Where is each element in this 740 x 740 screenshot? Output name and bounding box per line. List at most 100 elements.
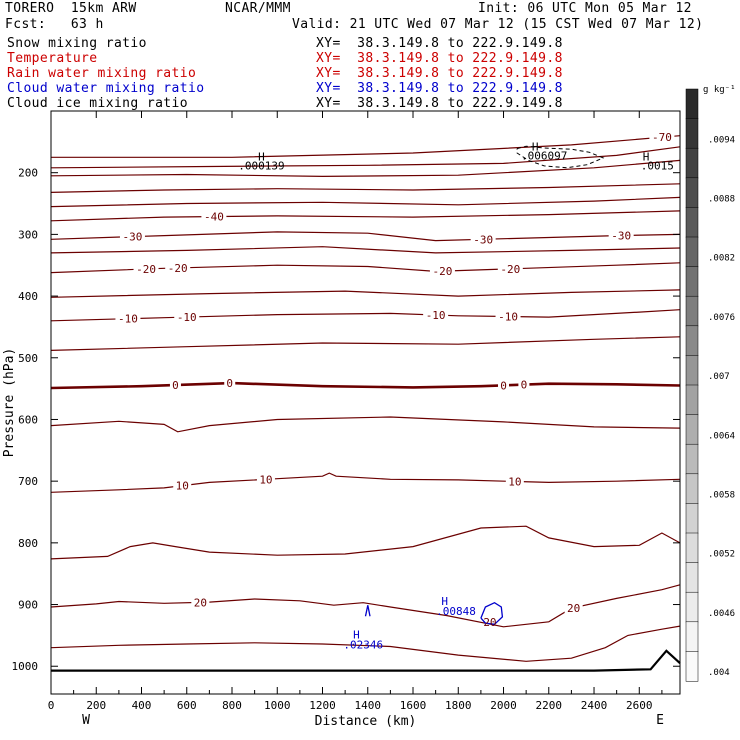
colorbar-tick-label: .0076: [708, 313, 735, 323]
isotherm-label-bg: [133, 263, 159, 276]
y-tick-label: 600: [18, 413, 38, 426]
isotherm-label-bg: [119, 230, 145, 243]
legend-temperature-xy: XY= 38.3.149.8 to 222.9.149.8: [316, 51, 563, 66]
snow-contour: [516, 145, 605, 169]
isotherm-label: -20: [432, 265, 452, 278]
colorbar-swatch: [685, 591, 699, 623]
isotherm-line: [50, 309, 681, 322]
field-extremum-label: .0015: [641, 160, 674, 173]
field-extremum-label: H: [643, 150, 650, 163]
field-extremum-label: H: [532, 140, 539, 153]
isotherm-label: -10: [177, 311, 197, 324]
isotherm-line: [50, 196, 681, 208]
x-tick-label: 2400: [581, 699, 608, 712]
x-tick-label: 1400: [355, 699, 382, 712]
legend-cloud-ice-label: Cloud ice mixing ratio: [7, 96, 188, 111]
x-tick-label: 2600: [626, 699, 653, 712]
isotherm-label: -10: [498, 310, 518, 323]
isotherm-label-bg: [224, 377, 236, 390]
x-tick-label: 200: [86, 699, 106, 712]
isotherm-line: [50, 336, 681, 351]
field-extremum-label: .02346: [343, 638, 383, 651]
x-tick-label: 400: [132, 699, 152, 712]
legend-cloud-water-label: Cloud water mixing ratio: [7, 81, 205, 96]
y-tick-label: 300: [18, 228, 38, 241]
isotherm-line: [51, 135, 681, 158]
isotherm-label: 20: [567, 602, 580, 615]
x-axis-label: Distance (km): [315, 714, 417, 729]
y-tick-label: 800: [18, 537, 38, 550]
colorbar-swatch: [685, 147, 699, 179]
isotherm-label: 0: [500, 379, 507, 392]
field-extremum-label: H: [258, 150, 265, 163]
isotherm-line: [50, 159, 681, 178]
forecast-hour: Fcst: 63 h: [5, 17, 104, 32]
isotherm-line: [50, 525, 681, 560]
colorbar-tick-label: .0052: [708, 550, 735, 560]
colorbar-swatch: [685, 532, 699, 564]
field-extremum-label: .000139: [238, 160, 284, 173]
isotherm-label: -20: [500, 263, 520, 276]
colorbar-swatch: [685, 562, 699, 593]
isotherm-label-bg: [495, 310, 521, 323]
legend-cloud-water-xy: XY= 38.3.149.8 to 222.9.149.8: [316, 81, 563, 96]
isotherm-label: -30: [473, 233, 493, 246]
isotherm-line: [50, 416, 681, 433]
isotherm-label-bg: [256, 473, 275, 486]
x-tick-label: 0: [48, 699, 55, 712]
field-extremum-label: 20: [483, 616, 496, 629]
legend-rain-xy: XY= 38.3.149.8 to 222.9.149.8: [316, 66, 563, 81]
east-end-label: E: [656, 713, 664, 728]
isotherm-label-bg: [564, 601, 583, 614]
isotherm-line: [50, 231, 681, 242]
isotherm-line: [50, 210, 681, 222]
colorbar-swatch: [685, 414, 699, 445]
west-end-label: W: [82, 713, 90, 728]
center-name: NCAR/MMM: [225, 1, 291, 16]
isotherm-label-bg: [497, 262, 523, 275]
colorbar-unit: g kg⁻¹: [703, 85, 736, 95]
x-tick-label: 1600: [400, 699, 427, 712]
isotherm-line: [50, 289, 681, 298]
colorbar-swatch: [685, 118, 699, 149]
legend-snow-label: Snow mixing ratio: [7, 36, 147, 51]
legend-rain-label: Rain water mixing ratio: [7, 66, 197, 81]
colorbar-swatch: [685, 177, 699, 208]
isotherm-label: -10: [426, 309, 446, 322]
colorbar-tick-label: .0094: [708, 135, 735, 145]
y-axis-label: Pressure (hPa): [2, 348, 17, 458]
isotherm-label: 0: [521, 379, 528, 392]
isotherm-label: 0: [172, 379, 179, 392]
colorbar-swatch: [685, 266, 699, 297]
terrain-line: [51, 649, 681, 672]
field-extremum-label: .00848: [436, 605, 476, 618]
colorbar-swatch: [685, 295, 699, 327]
colorbar-swatch: [685, 355, 699, 386]
isotherm-label: 10: [508, 475, 521, 488]
colorbar-swatch: [685, 384, 699, 416]
isotherm-label: -30: [611, 230, 631, 243]
y-tick-label: 500: [18, 352, 38, 365]
isotherm-line: [50, 584, 681, 628]
isotherm-label: -20: [136, 263, 156, 276]
x-tick-label: 600: [177, 699, 197, 712]
colorbar-tick-label: .0064: [708, 431, 735, 441]
colorbar: .0094 .0088 .0082 .0076 .007 .0064 .0058 .0052.…: [685, 88, 735, 682]
colorbar-swatch: [685, 651, 699, 682]
isotherm-line: [50, 146, 681, 169]
x-tick-label: 800: [222, 699, 242, 712]
legend-cloud-ice-xy: XY= 38.3.149.8 to 222.9.149.8: [316, 96, 563, 111]
colorbar-swatch: [685, 443, 699, 475]
legend-snow-xy: XY= 38.3.149.8 to 222.9.149.8: [316, 36, 563, 51]
colorbar-swatch: [685, 88, 699, 120]
colorbar-swatch: [685, 503, 699, 534]
colorbar-swatch: [685, 621, 699, 652]
isotherm-label-bg: [201, 210, 227, 223]
colorbar-tick-label: .007: [708, 372, 730, 382]
isotherm-line: [50, 472, 681, 493]
colorbar-swatch: [685, 473, 699, 504]
isotherm-label-bg: [608, 229, 634, 242]
colorbar-swatch: [685, 325, 699, 356]
isotherm-label-bg: [505, 475, 524, 488]
